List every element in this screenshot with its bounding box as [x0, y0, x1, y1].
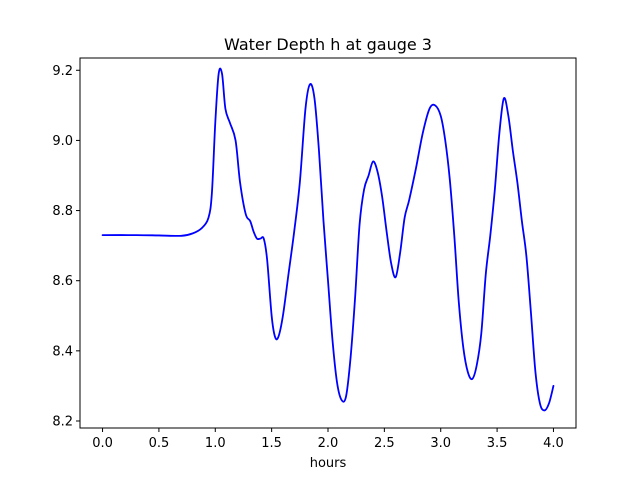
x-tick-label: 2.5 [374, 436, 395, 451]
series-line-0 [101, 67, 555, 412]
y-tick-label: 9.0 [52, 134, 73, 149]
plot-area [101, 67, 555, 412]
x-tick-label: 1.5 [261, 436, 282, 451]
y-tick-label: 8.6 [52, 274, 73, 289]
y-tick-label: 9.2 [52, 64, 73, 79]
x-axis-label: hours [310, 456, 347, 471]
x-tick-label: 3.5 [487, 436, 508, 451]
x-tick-label: 0.0 [92, 436, 113, 451]
y-tick-label: 8.8 [52, 204, 73, 219]
x-tick-label: 1.0 [205, 436, 226, 451]
x-tick-label: 0.5 [149, 436, 170, 451]
y-tick-label: 8.4 [52, 344, 73, 359]
x-tick-label: 4.0 [543, 436, 564, 451]
chart-title: Water Depth h at gauge 3 [224, 35, 432, 54]
x-tick-label: 3.0 [430, 436, 451, 451]
x-axis: 0.0 0.5 1.0 1.5 2.0 2.5 3.0 3.5 4.0 [92, 428, 564, 451]
y-tick-label: 8.2 [52, 414, 73, 429]
y-axis: 8.2 8.4 8.6 8.8 9.0 9.2 [52, 64, 80, 429]
x-tick-label: 2.0 [318, 436, 339, 451]
